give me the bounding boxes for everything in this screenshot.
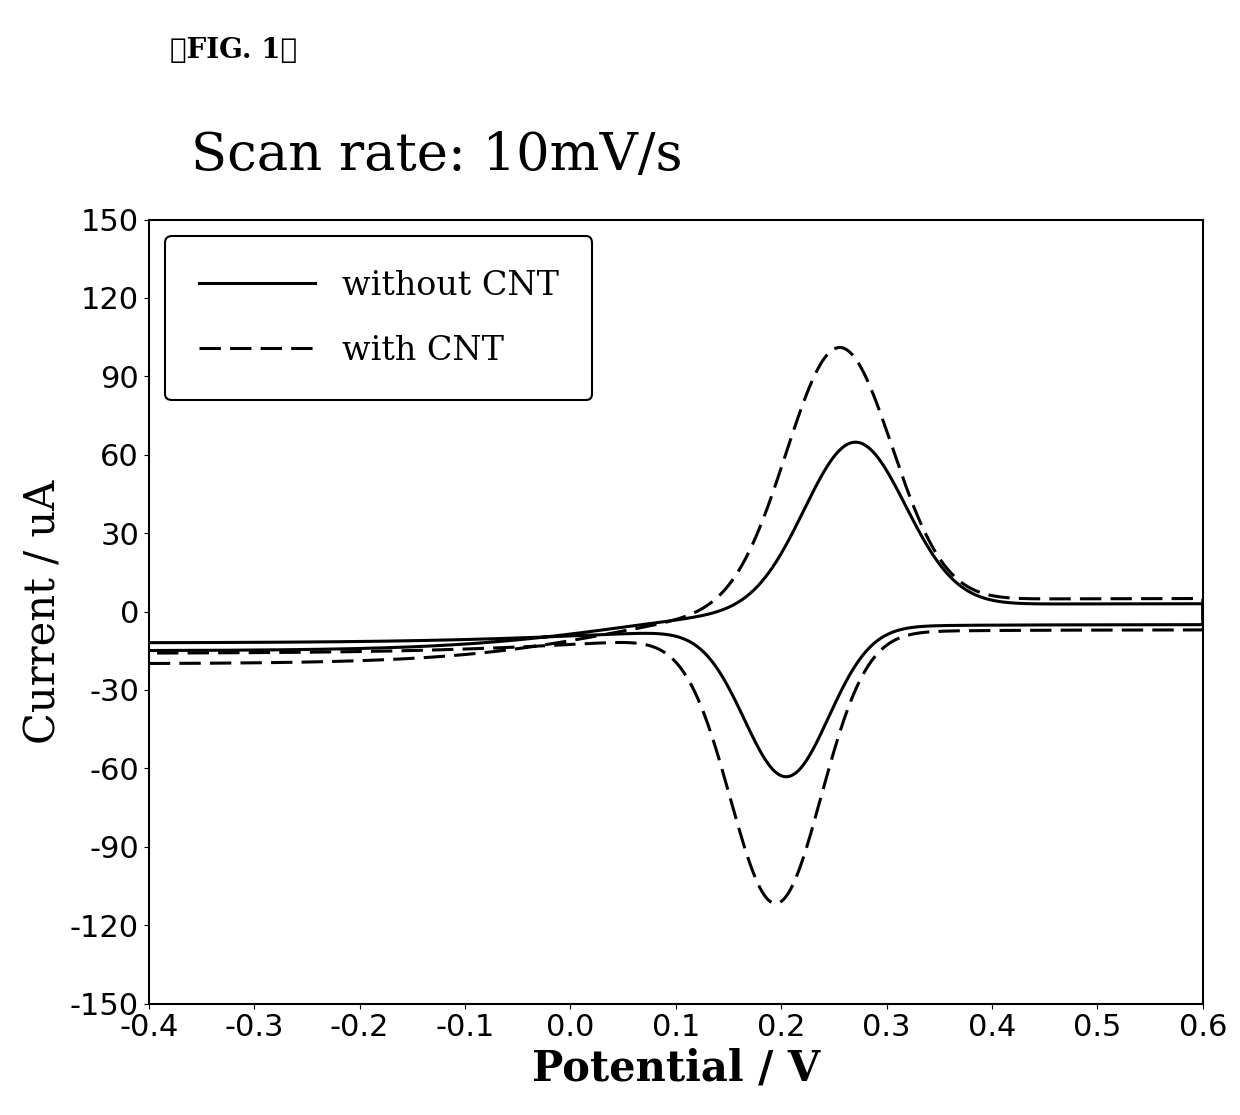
- X-axis label: Potential / V: Potential / V: [532, 1048, 820, 1089]
- with CNT: [717, 772, 732, 785]
- Text: 「FIG. 1」: 「FIG. 1」: [170, 37, 298, 65]
- without CNT: [205, 636, 219, 649]
- with CNT: [1028, 592, 1043, 605]
- without CNT: [141, 636, 156, 649]
- with CNT: [769, 896, 784, 910]
- without CNT: [1028, 598, 1043, 611]
- without CNT: [779, 770, 794, 784]
- with CNT: [141, 657, 156, 670]
- with CNT: [310, 646, 325, 659]
- without CNT: [1044, 598, 1059, 611]
- Text: Scan rate: 10mV/s: Scan rate: 10mV/s: [191, 129, 682, 181]
- with CNT: [1044, 592, 1059, 605]
- without CNT: [310, 636, 325, 649]
- with CNT: [832, 341, 847, 355]
- without CNT: [717, 673, 732, 687]
- with CNT: [205, 647, 219, 660]
- Line: without CNT: without CNT: [149, 443, 1203, 777]
- without CNT: [141, 643, 156, 657]
- Y-axis label: Current / uA: Current / uA: [22, 479, 64, 744]
- without CNT: [1143, 598, 1158, 611]
- with CNT: [1143, 592, 1158, 605]
- Line: with CNT: with CNT: [149, 348, 1203, 903]
- without CNT: [848, 436, 863, 449]
- Legend: without CNT, with CNT: without CNT, with CNT: [165, 236, 593, 400]
- with CNT: [141, 647, 156, 660]
